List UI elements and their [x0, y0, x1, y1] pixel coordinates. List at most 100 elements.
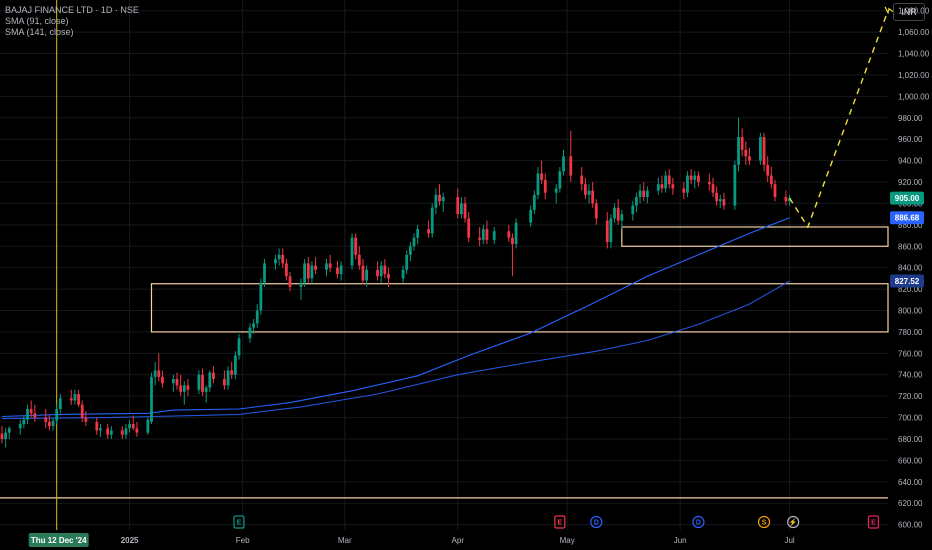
- candle[interactable]: [631, 201, 635, 221]
- candle[interactable]: [744, 141, 748, 165]
- candle[interactable]: [124, 424, 128, 439]
- candle[interactable]: [33, 404, 37, 422]
- candle[interactable]: [263, 259, 266, 287]
- candle[interactable]: [157, 353, 161, 382]
- candle[interactable]: [18, 419, 22, 435]
- event-marker[interactable]: E: [233, 515, 245, 529]
- candle[interactable]: [171, 374, 175, 392]
- candle[interactable]: [492, 226, 496, 245]
- candle[interactable]: [150, 372, 153, 424]
- candle[interactable]: [660, 175, 664, 193]
- candle[interactable]: [29, 400, 33, 418]
- candle[interactable]: [569, 130, 573, 183]
- candle[interactable]: [77, 389, 80, 407]
- candle[interactable]: [788, 194, 791, 206]
- candle[interactable]: [379, 261, 383, 283]
- candle[interactable]: [120, 426, 124, 439]
- candle[interactable]: [697, 171, 700, 187]
- candle[interactable]: [740, 128, 744, 157]
- symbol-title[interactable]: BAJAJ FINANCE LTD · 1D · NSE: [5, 5, 139, 15]
- candle[interactable]: [131, 415, 135, 431]
- candle[interactable]: [310, 261, 314, 283]
- candle[interactable]: [511, 233, 514, 277]
- candle[interactable]: [277, 248, 281, 266]
- candle[interactable]: [711, 177, 715, 198]
- candle[interactable]: [762, 132, 766, 172]
- candle[interactable]: [784, 190, 788, 206]
- event-markers[interactable]: E E D D S ⚡ E: [233, 515, 880, 529]
- candle[interactable]: [339, 261, 343, 281]
- candle[interactable]: [314, 256, 317, 275]
- candle[interactable]: [153, 361, 157, 386]
- candle[interactable]: [620, 209, 624, 230]
- zone-rectangle[interactable]: [621, 226, 889, 247]
- candle[interactable]: [722, 192, 726, 210]
- candle[interactable]: [430, 203, 434, 238]
- projection-dashed-line[interactable]: [789, 10, 889, 229]
- event-marker[interactable]: D: [692, 515, 705, 529]
- candle[interactable]: [536, 167, 540, 200]
- candle[interactable]: [226, 366, 230, 390]
- candle[interactable]: [325, 259, 328, 277]
- candle[interactable]: [99, 424, 102, 437]
- candle[interactable]: [237, 334, 241, 360]
- candle[interactable]: [109, 426, 113, 439]
- candle[interactable]: [769, 167, 773, 189]
- candle[interactable]: [707, 173, 711, 191]
- candle[interactable]: [51, 417, 55, 431]
- candle[interactable]: [328, 254, 332, 272]
- zone-rectangle[interactable]: [150, 283, 889, 333]
- candle[interactable]: [587, 184, 591, 204]
- candle[interactable]: [664, 171, 667, 193]
- candle[interactable]: [44, 409, 48, 429]
- candle[interactable]: [186, 379, 190, 397]
- candle[interactable]: [201, 368, 204, 397]
- candle[interactable]: [128, 419, 132, 433]
- candle[interactable]: [635, 192, 638, 212]
- candle[interactable]: [616, 199, 620, 225]
- candle[interactable]: [558, 167, 562, 193]
- candle[interactable]: [686, 171, 689, 198]
- sma-141-line[interactable]: [1, 280, 790, 420]
- candle[interactable]: [529, 205, 533, 227]
- candle[interactable]: [554, 184, 558, 204]
- candle[interactable]: [514, 218, 518, 249]
- candle[interactable]: [230, 361, 234, 380]
- candle[interactable]: [223, 370, 226, 390]
- candle[interactable]: [354, 233, 358, 260]
- candle[interactable]: [467, 212, 471, 242]
- candle[interactable]: [55, 404, 59, 424]
- candle[interactable]: [303, 259, 307, 287]
- candle[interactable]: [179, 374, 183, 397]
- sma-91-legend[interactable]: SMA (91, close): [5, 16, 69, 26]
- candle[interactable]: [146, 417, 150, 435]
- candle[interactable]: [58, 394, 62, 414]
- candle[interactable]: [416, 224, 420, 245]
- event-marker[interactable]: S: [757, 515, 771, 529]
- sma-lines[interactable]: [1, 217, 790, 420]
- candle[interactable]: [284, 259, 288, 281]
- candle[interactable]: [642, 182, 646, 202]
- event-marker[interactable]: D: [590, 515, 603, 529]
- candle[interactable]: [0, 426, 4, 444]
- candle[interactable]: [182, 381, 186, 405]
- event-marker[interactable]: E: [554, 515, 566, 529]
- candle[interactable]: [412, 233, 416, 251]
- candle[interactable]: [80, 400, 84, 422]
- candle[interactable]: [281, 248, 285, 268]
- candle[interactable]: [532, 190, 536, 215]
- candle[interactable]: [306, 256, 310, 283]
- candle[interactable]: [252, 319, 255, 335]
- candle[interactable]: [208, 370, 212, 392]
- candle[interactable]: [562, 149, 565, 176]
- candle[interactable]: [715, 186, 719, 206]
- candle[interactable]: [609, 214, 613, 249]
- candle[interactable]: [748, 147, 751, 165]
- candle[interactable]: [507, 224, 511, 242]
- price-axis[interactable]: 600.00 620.00 640.00 660.00 680.00 700.00 720.…: [898, 7, 930, 530]
- projection-path[interactable]: [789, 6, 894, 229]
- candle[interactable]: [204, 385, 208, 403]
- sma-91-line[interactable]: [1, 217, 790, 418]
- candle[interactable]: [591, 182, 595, 208]
